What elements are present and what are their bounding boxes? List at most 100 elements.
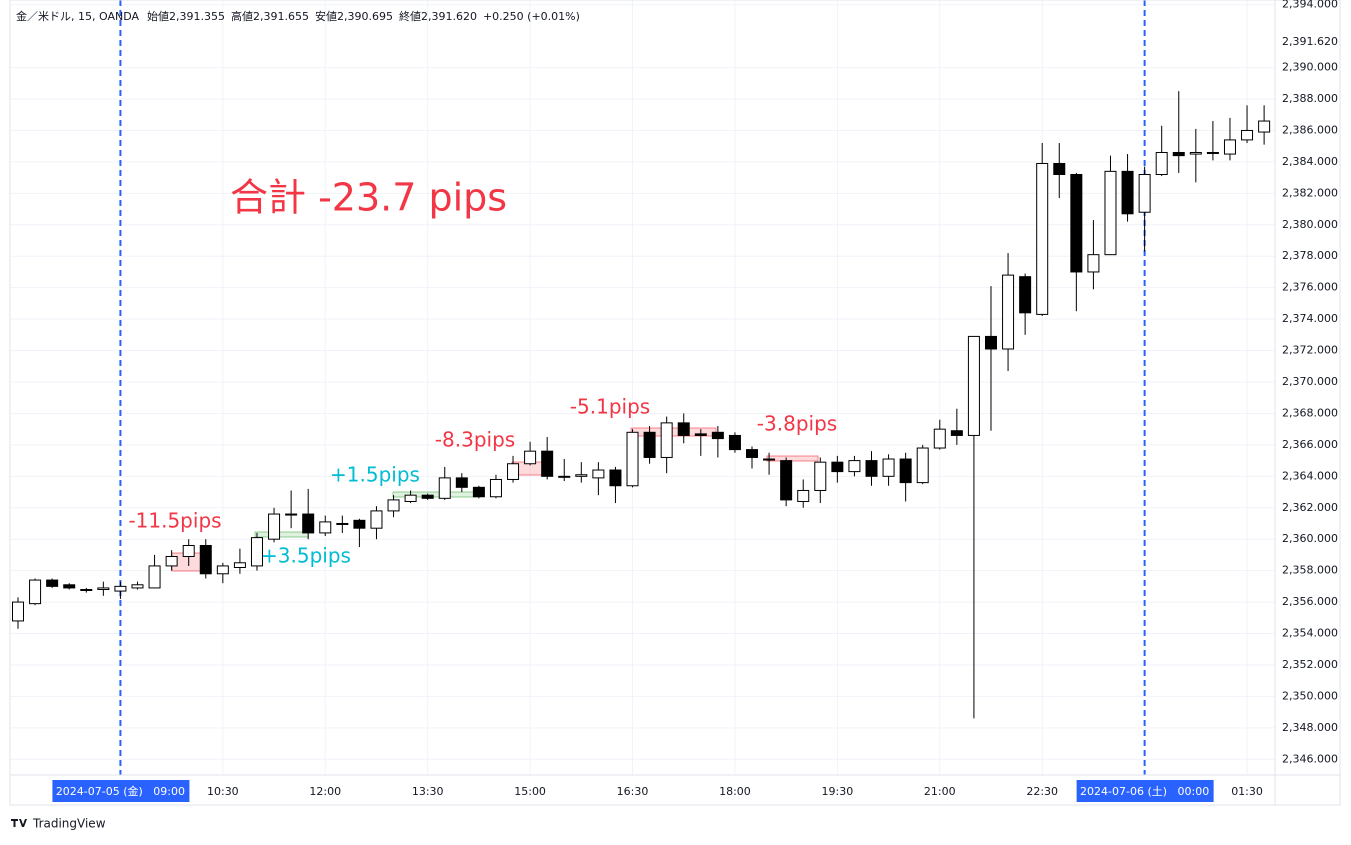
pips-label: +3.5pips xyxy=(261,544,351,568)
candle-body xyxy=(472,486,485,498)
x-tick-label: 21:00 xyxy=(924,785,956,798)
x-tick-label: 16:30 xyxy=(617,785,649,798)
y-tick-label: 2,374.000 xyxy=(1282,312,1338,325)
candle-body xyxy=(336,522,349,525)
candle-body xyxy=(660,422,673,458)
y-tick-label: 2,356.000 xyxy=(1282,595,1338,608)
candle-body xyxy=(1206,151,1219,154)
y-tick-label: 2,358.000 xyxy=(1282,564,1338,577)
candle-body xyxy=(387,499,400,512)
candle-body xyxy=(763,458,776,461)
candle-body xyxy=(131,584,144,589)
candle-body xyxy=(609,469,622,487)
date-label: 2024-07-06 (土) 00:00 xyxy=(1080,785,1209,798)
candle-body xyxy=(216,565,229,575)
candle-body xyxy=(97,587,110,591)
candle-body xyxy=(233,562,246,568)
trade-box xyxy=(254,531,309,538)
candle-body xyxy=(814,461,827,491)
candle-body xyxy=(1053,162,1066,175)
header-item: 金／米ドル, 15, OANDA xyxy=(16,9,139,23)
candle-body xyxy=(899,458,912,484)
candle-body xyxy=(250,537,263,567)
candle-body xyxy=(404,494,417,502)
candle-body xyxy=(319,521,332,534)
y-tick-label: 2,362.000 xyxy=(1282,501,1338,514)
y-tick-label: 2,360.000 xyxy=(1282,532,1338,545)
candle-body xyxy=(967,335,980,436)
x-tick-label: 12:00 xyxy=(309,785,341,798)
candle-body xyxy=(626,431,639,487)
candle-body xyxy=(353,519,366,529)
date-label-bg xyxy=(52,780,190,802)
pips-label: +1.5pips xyxy=(330,463,420,487)
y-tick-label: 2,388.000 xyxy=(1282,92,1338,105)
candle-body xyxy=(746,449,759,458)
candle-body xyxy=(1172,151,1185,157)
y-tick-label: 2,364.000 xyxy=(1282,469,1338,482)
candle-body xyxy=(728,434,741,451)
y-tick-label: 2,370.000 xyxy=(1282,375,1338,388)
candle-body xyxy=(677,422,690,436)
axes: 2,346.000 2,348.000 2,350.000 2,352.000 2,35… xyxy=(52,0,1339,802)
candle-body xyxy=(694,433,707,436)
candle-body xyxy=(882,458,895,477)
candle-body xyxy=(80,589,93,592)
candle-body xyxy=(1258,120,1271,133)
candle-body xyxy=(1155,151,1168,175)
x-tick-label: 13:30 xyxy=(412,785,444,798)
header-item: +0.250 (+0.01%) xyxy=(483,10,580,23)
candle-body xyxy=(1189,151,1202,155)
y-tick-label: 2,354.000 xyxy=(1282,627,1338,640)
header-item: 終値2,391.620 xyxy=(399,9,477,23)
date-label: 2024-07-05 (金) 09:00 xyxy=(56,784,185,798)
candle-body xyxy=(933,428,946,449)
candle-body xyxy=(780,460,793,501)
candle-body xyxy=(865,460,878,477)
candle-body xyxy=(507,463,520,480)
y-tick-label: 2,378.000 xyxy=(1282,249,1338,262)
candle-body xyxy=(455,477,468,488)
candle-body xyxy=(148,565,161,589)
candle-body xyxy=(421,494,434,499)
last-price-label: 2,391.620 xyxy=(1282,35,1338,48)
candle-body xyxy=(489,478,502,498)
y-tick-label: 2,372.000 xyxy=(1282,344,1338,357)
x-tick-label: 01:30 xyxy=(1231,785,1263,798)
candles xyxy=(12,91,1271,719)
candle-body xyxy=(268,513,281,540)
candle-body xyxy=(63,584,76,589)
candle-body xyxy=(12,601,24,622)
candle-body xyxy=(1138,173,1151,213)
frame xyxy=(9,0,1341,806)
candle-body xyxy=(1070,173,1083,273)
footer: TradingView xyxy=(32,817,106,831)
candle-body xyxy=(797,489,810,502)
y-tick-label: 2,394.000 xyxy=(1282,0,1338,11)
logo: TradingView xyxy=(11,817,106,831)
pips-label: -11.5pips xyxy=(128,509,221,533)
candle-body xyxy=(1019,276,1032,314)
x-tick-label: 19:30 xyxy=(822,785,854,798)
candle-body xyxy=(1104,170,1117,256)
candle-body xyxy=(1002,274,1015,350)
last-price-bg xyxy=(1276,33,1339,52)
candle-body xyxy=(916,447,929,484)
y-tick-label: 2,384.000 xyxy=(1282,155,1338,168)
y-tick-label: 2,380.000 xyxy=(1282,218,1338,231)
candle-body xyxy=(29,579,42,605)
candle-body xyxy=(541,450,554,477)
x-tick-label: 15:00 xyxy=(514,785,546,798)
y-tick-label: 2,348.000 xyxy=(1282,721,1338,734)
y-tick-label: 2,368.000 xyxy=(1282,406,1338,419)
y-tick-label: 2,386.000 xyxy=(1282,123,1338,136)
candle-body xyxy=(1087,254,1100,273)
date-label-bg xyxy=(1076,780,1214,802)
candle-body xyxy=(1121,170,1134,215)
candle-body xyxy=(165,555,178,567)
pips-label: -8.3pips xyxy=(435,428,515,452)
candle-body xyxy=(1223,139,1236,155)
candle-body xyxy=(1241,129,1254,141)
